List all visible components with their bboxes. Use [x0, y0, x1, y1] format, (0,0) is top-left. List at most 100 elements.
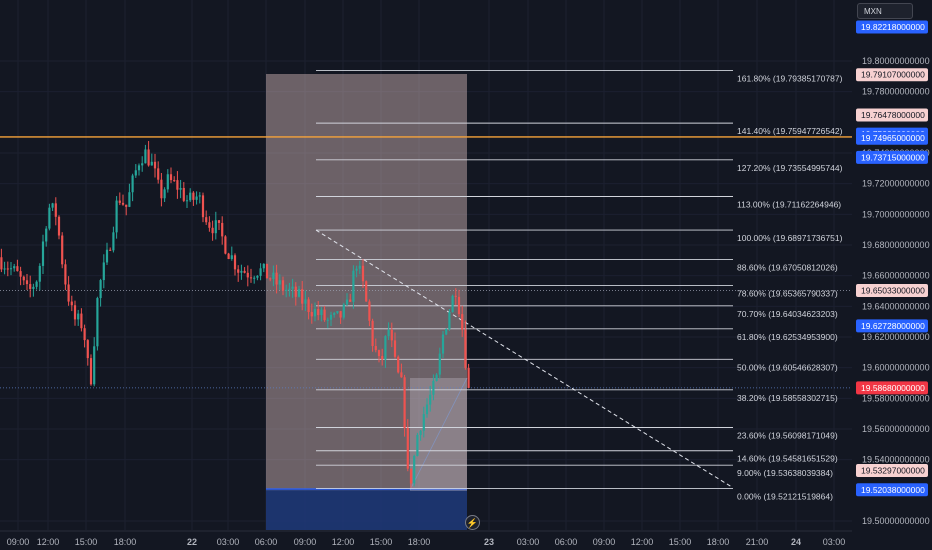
candle-body — [313, 309, 317, 317]
candle-body — [198, 195, 201, 197]
candle-body — [320, 309, 323, 316]
candle-body — [22, 276, 25, 281]
candle-body — [115, 200, 118, 233]
lightning-icon[interactable]: ⚡ — [465, 515, 480, 530]
candle-body — [464, 329, 467, 368]
candle-body — [425, 404, 429, 415]
price-axis-tick: 19.62000000000 — [862, 332, 930, 342]
candle-body — [214, 220, 217, 234]
candle-body — [365, 281, 368, 302]
fib-level-label: 141.40% (19.75947726542) — [737, 126, 843, 136]
time-axis-label: 03:00 — [517, 537, 540, 547]
candle-body — [403, 377, 406, 428]
candle-body — [390, 329, 393, 341]
candle-body — [176, 180, 179, 190]
time-axis-label: 21:00 — [746, 537, 769, 547]
candle-body — [384, 336, 387, 360]
candle-body — [243, 270, 246, 273]
candle-body — [105, 249, 109, 263]
candle-body — [9, 268, 13, 270]
candle-body — [329, 314, 333, 320]
time-axis-label: 24 — [791, 537, 801, 547]
candle-body — [109, 249, 112, 251]
candle-body — [189, 192, 192, 201]
price-tag — [856, 150, 928, 164]
candle-body — [150, 161, 153, 166]
candle-body — [435, 374, 438, 381]
candle-body — [118, 200, 121, 203]
candle-body — [265, 263, 269, 279]
time-axis-label: 09:00 — [294, 537, 317, 547]
price-axis-tick: 19.58000000000 — [862, 393, 930, 403]
price-axis-tick: 19.72000000000 — [862, 179, 930, 189]
price-tag — [856, 381, 928, 395]
candle-body — [326, 319, 329, 321]
candle-body — [137, 165, 141, 171]
candle-body — [237, 269, 240, 273]
candle-body — [275, 272, 278, 285]
candle-body — [288, 288, 291, 290]
range-box-bottom[interactable] — [266, 489, 467, 530]
candle-body — [269, 278, 272, 280]
price-axis-tick: 19.66000000000 — [862, 271, 930, 281]
candle-body — [409, 468, 413, 484]
candle-body — [342, 304, 345, 318]
candle-body — [179, 187, 182, 190]
candle-body — [102, 262, 105, 281]
candle-body — [224, 236, 227, 254]
price-axis-tick: 19.70000000000 — [862, 209, 930, 219]
fib-level-label: 70.70% (19.64034623203) — [737, 309, 838, 319]
candle-body — [211, 227, 214, 234]
fib-level-label: 50.00% (19.60546628307) — [737, 362, 838, 372]
fib-level-label: 14.60% (19.54581651529) — [737, 454, 838, 464]
candle-body — [89, 358, 93, 385]
time-axis-label: 03:00 — [217, 537, 240, 547]
candle-body — [227, 253, 230, 260]
inner-diagonal — [409, 377, 468, 491]
candle-body — [381, 356, 384, 360]
candle-body — [73, 305, 77, 320]
candle-body — [25, 280, 29, 285]
candle-body — [54, 203, 57, 217]
candle-body — [278, 280, 281, 285]
time-axis-label: 18:00 — [114, 537, 137, 547]
price-tag — [856, 68, 928, 82]
price-axis-tick: 19.80000000000 — [862, 56, 930, 66]
price-tag-label: 19.73715000000 — [861, 152, 925, 162]
candle-body — [333, 312, 336, 315]
candle-body — [461, 314, 464, 330]
price-axis[interactable] — [852, 0, 932, 550]
candle-body — [13, 266, 16, 269]
currency-badge[interactable]: MXN — [857, 3, 913, 19]
candle-body — [361, 265, 365, 282]
fib-level-label: 161.80% (19.79385170787) — [737, 73, 843, 83]
fib-level-label: 100.00% (19.68971736751) — [737, 233, 843, 243]
candle-body — [160, 179, 163, 199]
candle-body — [387, 329, 390, 337]
price-tag — [856, 20, 928, 34]
candle-body — [128, 192, 131, 207]
time-axis-label: 12:00 — [37, 537, 60, 547]
price-axis-tick: 19.64000000000 — [862, 301, 930, 311]
fib-level-label: 61.80% (19.62534953900) — [737, 332, 838, 342]
candle-body — [125, 204, 128, 207]
fib-level-label: 78.60% (19.65365790337) — [737, 288, 838, 298]
candle-body — [281, 280, 285, 291]
candle-body — [297, 289, 301, 297]
candle-body — [454, 295, 457, 297]
candle-body — [86, 340, 89, 359]
candle-body — [419, 430, 422, 435]
candle-body — [393, 340, 397, 357]
candle-body — [163, 189, 166, 199]
candle-body — [19, 271, 22, 277]
candle-body — [64, 264, 67, 285]
fib-trend-line[interactable] — [315, 229, 732, 487]
price-tag — [856, 108, 928, 122]
price-axis-tick: 19.68000000000 — [862, 240, 930, 250]
candle-body — [201, 195, 205, 218]
candle-body — [208, 222, 211, 228]
time-axis-label: 18:00 — [408, 537, 431, 547]
candle-body — [141, 163, 144, 166]
